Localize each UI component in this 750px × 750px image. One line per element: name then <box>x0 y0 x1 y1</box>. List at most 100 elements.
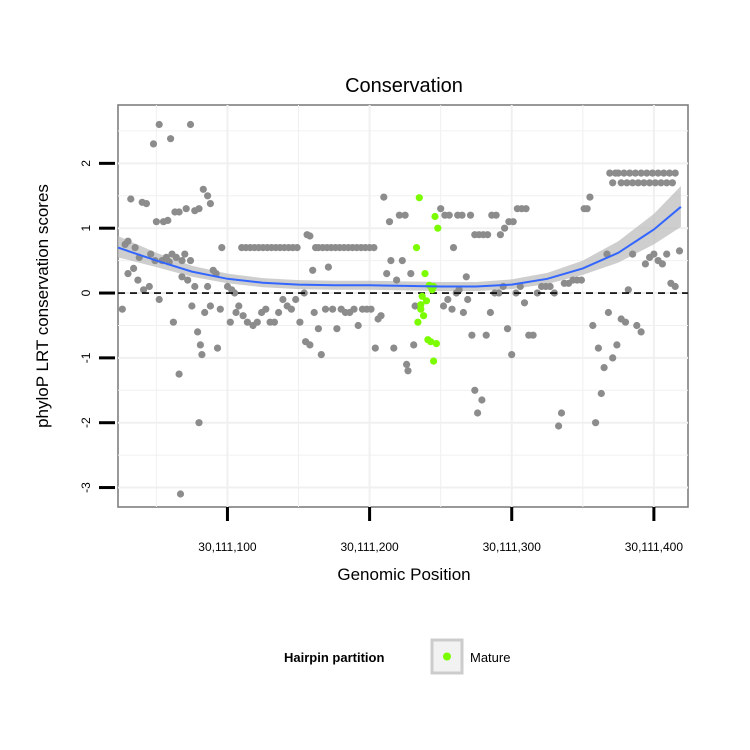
data-point <box>287 305 295 313</box>
data-point <box>309 266 317 274</box>
y-tick-label: 2 <box>79 160 93 167</box>
data-point <box>296 318 304 326</box>
data-point <box>516 282 524 291</box>
y-axis: -3 -2 -1 0 1 2 <box>79 160 115 493</box>
data-point <box>387 257 395 265</box>
data-point <box>232 308 240 317</box>
data-point <box>445 211 453 219</box>
data-point <box>124 270 132 278</box>
data-point <box>329 305 337 313</box>
data-point <box>199 185 207 193</box>
data-point <box>393 276 401 284</box>
data-point <box>118 305 126 313</box>
data-point <box>614 169 622 177</box>
x-tick-label: 30,111,100 <box>198 540 257 554</box>
data-point <box>383 270 391 278</box>
data-point <box>648 169 657 177</box>
data-point <box>609 179 617 187</box>
data-point <box>509 218 517 226</box>
data-point <box>646 179 654 187</box>
legend-label-mature: Mature <box>470 650 510 665</box>
data-point <box>555 422 563 430</box>
data-point <box>464 295 472 304</box>
data-point <box>306 341 314 349</box>
data-point <box>663 250 671 258</box>
mature-point <box>420 312 428 320</box>
legend-key-mature-dot <box>443 652 451 661</box>
data-point <box>149 140 158 148</box>
y-tick-label: -3 <box>79 482 93 493</box>
mature-point <box>414 318 422 326</box>
y-tick-label: 1 <box>79 225 93 232</box>
mature-point <box>427 338 435 346</box>
data-point <box>634 179 642 187</box>
data-point <box>520 299 529 307</box>
data-point <box>175 208 183 216</box>
data-point <box>370 244 378 252</box>
data-point <box>444 295 452 304</box>
y-tick-label: -2 <box>79 417 93 428</box>
data-point <box>654 169 662 177</box>
data-point <box>624 286 632 294</box>
data-point <box>350 305 358 313</box>
data-point <box>557 409 566 417</box>
data-point <box>243 318 251 326</box>
data-point <box>586 193 594 201</box>
data-point <box>651 179 659 187</box>
data-point <box>492 211 500 219</box>
data-point <box>204 192 212 200</box>
data-point <box>633 321 641 330</box>
data-point <box>235 302 243 310</box>
data-point <box>188 302 196 310</box>
data-point <box>172 253 180 261</box>
x-tick-label: 30,111,400 <box>625 540 684 554</box>
data-point <box>167 135 175 143</box>
data-point <box>186 120 195 129</box>
data-point <box>637 169 645 177</box>
data-point <box>182 205 190 213</box>
data-point <box>629 179 637 187</box>
data-point <box>496 231 504 239</box>
data-point <box>410 341 418 349</box>
data-point <box>529 331 537 339</box>
data-point <box>195 419 203 427</box>
smooth-line <box>117 206 682 288</box>
data-point <box>145 282 153 291</box>
data-point <box>637 328 645 336</box>
data-point <box>546 282 554 291</box>
data-point <box>650 250 658 258</box>
data-point <box>169 318 177 326</box>
data-point <box>206 302 214 310</box>
data-point <box>462 273 470 281</box>
data-point <box>439 302 448 310</box>
data-point <box>613 341 621 349</box>
data-point <box>623 179 631 187</box>
data-point <box>597 389 605 398</box>
data-point <box>668 179 677 187</box>
y-tick-label: -1 <box>79 352 93 363</box>
data-point <box>216 305 224 313</box>
data-point <box>411 302 419 310</box>
mature-point <box>428 286 436 294</box>
data-point <box>204 282 212 291</box>
chart-title: Conservation <box>345 75 463 97</box>
data-point <box>226 318 234 326</box>
data-point <box>604 308 613 317</box>
data-point <box>495 289 503 297</box>
data-point <box>371 344 379 352</box>
data-point <box>675 247 684 255</box>
mature-point <box>417 301 425 309</box>
data-point <box>377 312 385 320</box>
legend-title: Hairpin partition <box>284 650 384 665</box>
data-point <box>385 218 394 226</box>
data-point <box>404 367 412 375</box>
legend: Hairpin partition Mature <box>284 638 510 675</box>
background-points-layer <box>118 120 684 498</box>
data-point <box>398 257 406 265</box>
x-axis-title: Genomic Position <box>337 565 470 584</box>
data-point <box>533 289 541 297</box>
data-point <box>317 351 325 359</box>
data-point <box>127 195 135 203</box>
data-point <box>206 200 214 208</box>
data-point <box>310 308 318 317</box>
